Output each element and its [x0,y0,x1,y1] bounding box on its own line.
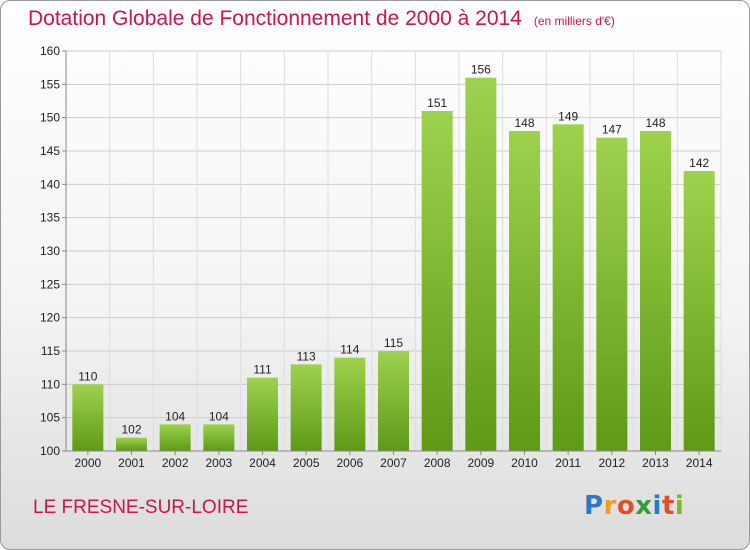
proxiti-logo[interactable]: Proxiti [584,491,684,521]
bar [72,384,104,451]
y-tick-label: 120 [40,311,60,325]
y-tick-label: 135 [40,211,60,225]
y-tick-label: 155 [40,77,60,91]
logo-letter: o [616,491,636,521]
commune-name: LE FRESNE-SUR-LOIRE [33,497,249,518]
bar [509,131,540,451]
bar [203,424,235,451]
bars: 110 102 104 104 111 113 114 115 151 156 148 149 147 1… [72,63,715,452]
x-tick-label: 2008 [424,456,451,470]
bar [247,377,278,451]
x-tick-label: 2014 [686,456,713,470]
x-tick-label: 2004 [249,456,276,470]
data-label: 111 [253,363,272,377]
logo-letter: r [603,491,617,521]
x-tick-label: 2006 [336,456,363,470]
x-tick-label: 2001 [118,456,145,470]
logo-letter: x [635,491,653,521]
x-tick-label: 2011 [555,456,581,470]
bar [159,424,191,451]
data-label: 110 [78,369,97,383]
x-tick-label: 2007 [380,456,407,470]
data-label: 149 [558,109,578,123]
data-label: 113 [297,349,316,363]
x-tick-label: 2009 [467,456,494,470]
y-tick-label: 145 [40,144,60,158]
data-label: 114 [340,343,359,357]
data-label: 104 [165,409,185,423]
y-tick-label: 160 [40,44,60,58]
x-tick-label: 2002 [162,456,189,470]
bar [290,364,322,451]
data-label: 104 [209,409,229,423]
y-tick-label: 115 [41,344,60,358]
logo-letter: t [661,491,675,521]
x-tick-label: 2012 [598,456,625,470]
chart-title: Dotation Globale de Fonctionnement de 20… [28,7,615,31]
bar [116,437,147,451]
data-label: 156 [471,63,491,77]
data-label: 147 [602,123,622,137]
data-label: 142 [689,156,709,170]
chart-subtitle: (en milliers d'€) [533,14,615,28]
data-label: 148 [514,116,534,130]
y-tick-label: 130 [40,244,60,258]
data-label: 102 [121,423,141,437]
bar [334,357,366,451]
bar [640,131,671,451]
y-tick-label: 140 [40,177,60,191]
y-tick-label: 150 [40,111,60,125]
bar [421,111,453,451]
x-tick-label: 2005 [293,456,320,470]
logo-letter: i [674,491,685,521]
axes: 100 105 110 115 120 125 130 135 140 145 150 155 160 2… [40,44,721,470]
data-label: 148 [645,116,665,130]
logo-letter: P [584,491,604,521]
x-tick-label: 2000 [74,456,101,470]
x-tick-label: 2003 [205,456,232,470]
bar [552,124,584,451]
data-label: 151 [427,96,447,110]
y-tick-label: 125 [40,277,60,291]
x-tick-label: 2010 [511,456,538,470]
y-tick-label: 105 [40,411,60,425]
logo-letter: i [652,491,662,521]
y-tick-label: 100 [40,444,60,458]
chart-title-text: Dotation Globale de Fonctionnement de 20… [28,7,522,30]
bar [465,77,497,452]
data-label: 115 [384,336,403,350]
bar [596,137,628,451]
y-tick-label: 110 [41,377,60,391]
bar [378,351,409,451]
bar [683,171,715,451]
x-tick-label: 2013 [642,456,669,470]
